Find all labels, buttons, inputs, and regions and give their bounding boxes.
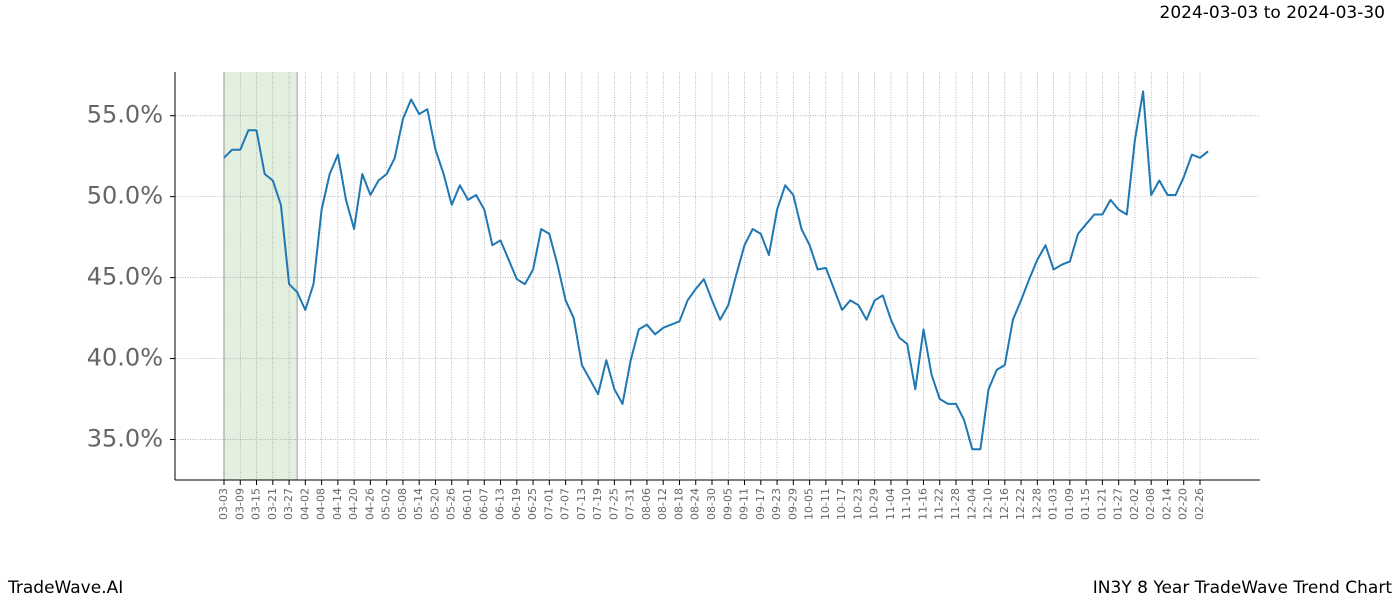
x-tick-label: 06-25 — [526, 488, 539, 520]
x-tick-label: 12-28 — [1030, 488, 1043, 520]
x-tick-label: 01-03 — [1047, 488, 1060, 520]
x-tick-label: 07-19 — [591, 488, 604, 520]
x-tick-label: 11-04 — [884, 488, 897, 520]
x-tick-label: 11-28 — [949, 488, 962, 520]
x-tick-label: 08-24 — [689, 488, 702, 520]
x-tick-label: 12-04 — [965, 488, 978, 520]
date-range: 2024-03-03 to 2024-03-30 — [1160, 3, 1385, 23]
y-tick-label: 35.0% — [87, 425, 163, 453]
y-tick-label: 50.0% — [87, 182, 163, 210]
x-tick-label: 09-05 — [721, 488, 734, 520]
x-tick-label: 04-08 — [315, 488, 328, 520]
x-tick-label: 03-03 — [217, 488, 230, 520]
x-tick-label: 04-14 — [331, 488, 344, 520]
x-tick-label: 03-09 — [233, 488, 246, 520]
x-tick-label: 08-06 — [640, 488, 653, 520]
x-tick-label: 07-01 — [542, 488, 555, 520]
x-tick-label: 05-08 — [396, 488, 409, 520]
x-tick-label: 04-02 — [298, 488, 311, 520]
x-tick-label: 07-25 — [607, 488, 620, 520]
x-tick-label: 08-30 — [705, 488, 718, 520]
x-tick-label: 02-20 — [1177, 488, 1190, 520]
x-tick-label: 03-15 — [250, 488, 263, 520]
x-tick-label: 12-10 — [982, 488, 995, 520]
x-tick-label: 01-21 — [1095, 488, 1108, 520]
x-tick-label: 02-14 — [1160, 488, 1173, 520]
x-tick-label: 09-29 — [786, 488, 799, 520]
x-tick-label: 05-02 — [380, 488, 393, 520]
plot-area: 35.0% 40.0% 45.0% 50.0% 55.0% 03-03 03-09 03-15… — [87, 72, 1260, 520]
x-tick-label: 10-29 — [868, 488, 881, 520]
x-tick-label: 04-20 — [347, 488, 360, 520]
x-tick-label: 11-22 — [933, 488, 946, 520]
x-tick-label: 12-16 — [998, 488, 1011, 520]
x-tick-label: 05-20 — [428, 488, 441, 520]
x-tick-label: 09-11 — [738, 488, 751, 520]
x-tick-label: 11-16 — [916, 488, 929, 520]
x-tick-label: 08-18 — [672, 488, 685, 520]
x-tick-label: 02-08 — [1144, 488, 1157, 520]
x-tick-label: 07-31 — [624, 488, 637, 520]
x-tick-label: 10-17 — [835, 488, 848, 520]
trend-line — [223, 90, 1209, 451]
x-tick-label: 10-05 — [803, 488, 816, 520]
x-tick-label: 12-22 — [1014, 488, 1027, 520]
x-tick-label: 07-07 — [559, 488, 572, 520]
chart-title: IN3Y 8 Year TradeWave Trend Chart — [1093, 578, 1393, 598]
x-tick-label: 05-26 — [445, 488, 458, 520]
y-tick-label: 55.0% — [87, 101, 163, 129]
x-tick-label: 04-26 — [363, 488, 376, 520]
x-tick-label: 11-10 — [900, 488, 913, 520]
x-tick-label: 09-17 — [754, 488, 767, 520]
x-tick-label: 08-12 — [656, 488, 669, 520]
x-tick-label: 10-11 — [819, 488, 832, 520]
x-tick-label: 02-02 — [1128, 488, 1141, 520]
y-tick-label: 45.0% — [87, 263, 163, 291]
x-tick-label: 05-14 — [412, 488, 425, 520]
highlight-window — [224, 72, 298, 480]
x-tick-label: 01-09 — [1063, 488, 1076, 520]
x-tick-label: 07-13 — [575, 488, 588, 520]
x-tick-label: 03-27 — [282, 488, 295, 520]
y-tick-label: 40.0% — [87, 344, 163, 372]
x-tick-label: 01-27 — [1112, 488, 1125, 520]
brand: TradeWave.AI — [7, 578, 123, 598]
x-tick-label: 06-01 — [461, 488, 474, 520]
x-tick-label: 03-21 — [266, 488, 279, 520]
x-tick-label: 06-19 — [510, 488, 523, 520]
x-tick-label: 06-07 — [477, 488, 490, 520]
x-tick-label: 06-13 — [494, 488, 507, 520]
x-tick-label: 01-15 — [1079, 488, 1092, 520]
x-tick-label: 10-23 — [851, 488, 864, 520]
x-tick-label: 09-23 — [770, 488, 783, 520]
x-tick-label: 02-26 — [1193, 488, 1206, 520]
